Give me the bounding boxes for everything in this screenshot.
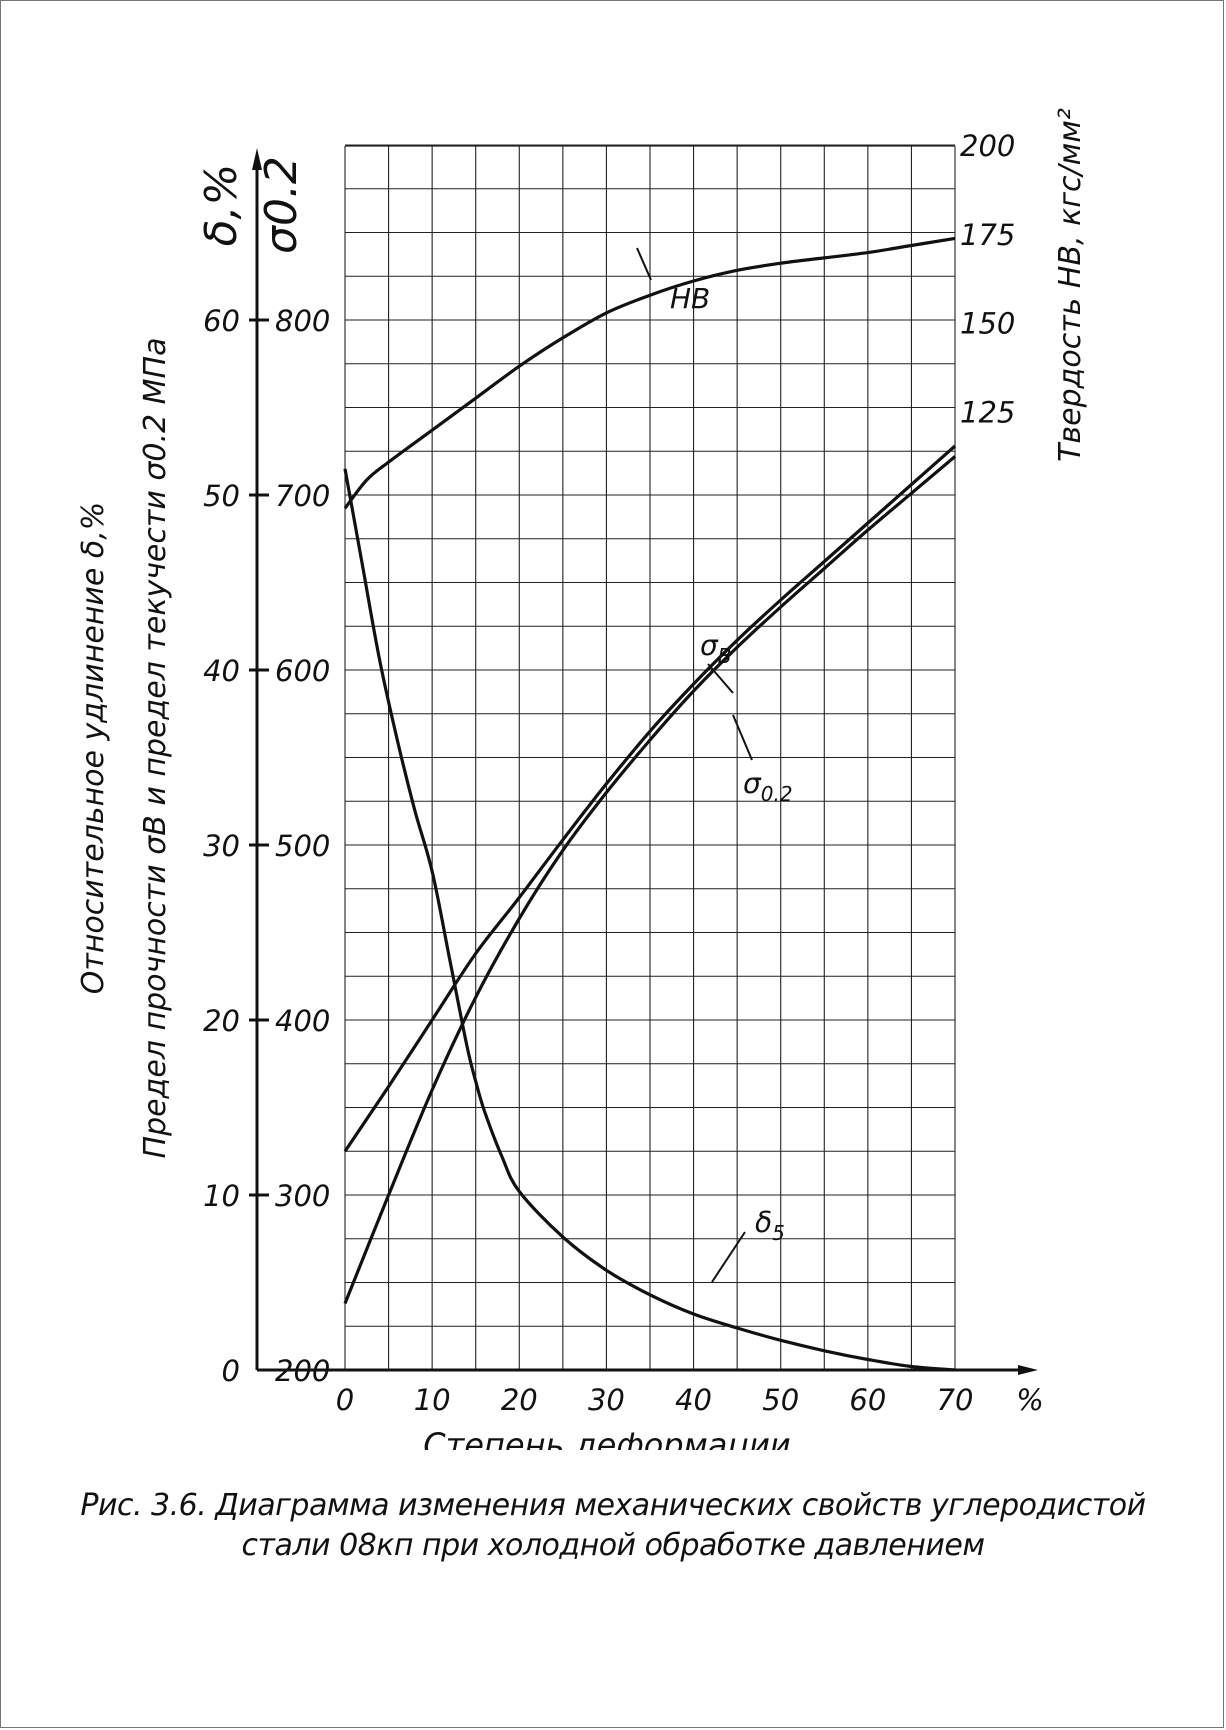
- x-tick-label: 0: [336, 1383, 354, 1417]
- y-tick-label-strength: 800: [275, 304, 330, 338]
- right-tick-label-hardness: 200: [960, 129, 1015, 163]
- leader-line-02: [732, 714, 753, 761]
- x-axis-arrow: [1018, 1365, 1038, 1375]
- x-axis-title: Степень деформации: [423, 1426, 790, 1450]
- x-tick-label: 30: [588, 1383, 625, 1417]
- left-axis-title-line-1: Относительное удлинение δ,%: [76, 502, 111, 995]
- caption-line-1: Рис. 3.6. Диаграмма изменения механическ…: [80, 1488, 1146, 1523]
- y-tick-label-strength: 300: [275, 1179, 330, 1213]
- x-tick-label: 20: [501, 1383, 538, 1417]
- elongation-axis-header: δ,%: [196, 164, 247, 247]
- y-tick-label-elongation: 40: [203, 654, 240, 688]
- series-label-HB: HB: [670, 282, 710, 315]
- y-tick-label-strength: 500: [275, 829, 330, 863]
- chart-axes: [249, 148, 1038, 1375]
- x-tick-label: 40: [675, 1383, 712, 1417]
- y-tick-label-strength: 600: [275, 654, 330, 688]
- left-axis-title-line-2: Предел прочности σB и предел текучести σ…: [138, 338, 173, 1159]
- x-tick-label: 60: [849, 1383, 886, 1417]
- leader-line-B: [707, 663, 734, 694]
- series-line-B: [343, 444, 957, 1153]
- chart-series: [343, 236, 957, 1372]
- x-tick-label: 50: [762, 1383, 799, 1417]
- caption-line-2: стали 08кп при холодной обработке давлен…: [241, 1528, 985, 1563]
- right-tick-label-hardness: 175: [960, 218, 1015, 252]
- right-tick-label-hardness: 150: [960, 307, 1015, 341]
- leader-line-5: [711, 1231, 746, 1283]
- x-tick-label: 70: [937, 1383, 974, 1417]
- right-tick-label-hardness: 125: [960, 395, 1015, 429]
- y-axis-arrow: [252, 148, 262, 170]
- y-tick-label-elongation: 10: [203, 1179, 240, 1213]
- right-axis-title: Твердость HB, кгс/мм²: [1053, 108, 1088, 462]
- leader-line-HB: [636, 247, 652, 281]
- y-tick-label-elongation: 30: [203, 829, 240, 863]
- x-unit-label: %: [1016, 1383, 1044, 1417]
- y-tick-label-strength: 400: [275, 1004, 330, 1038]
- x-tick-label: 10: [414, 1383, 451, 1417]
- series-line-02: [343, 455, 957, 1305]
- series-line-5: [343, 468, 956, 1372]
- series-line-HB: [343, 236, 956, 510]
- y-tick-label-strength: 200: [275, 1354, 330, 1388]
- y-tick-label-elongation: 0: [222, 1354, 240, 1388]
- series-label-02: σ0.2: [743, 767, 793, 806]
- strength-axis-header: σ0.2: [256, 156, 307, 254]
- y-tick-label-strength: 700: [275, 479, 330, 513]
- y-tick-label-elongation: 60: [203, 304, 240, 338]
- y-tick-label-elongation: 50: [203, 479, 240, 513]
- y-tick-label-elongation: 20: [203, 1004, 240, 1038]
- chart-grid: [344, 144, 956, 1370]
